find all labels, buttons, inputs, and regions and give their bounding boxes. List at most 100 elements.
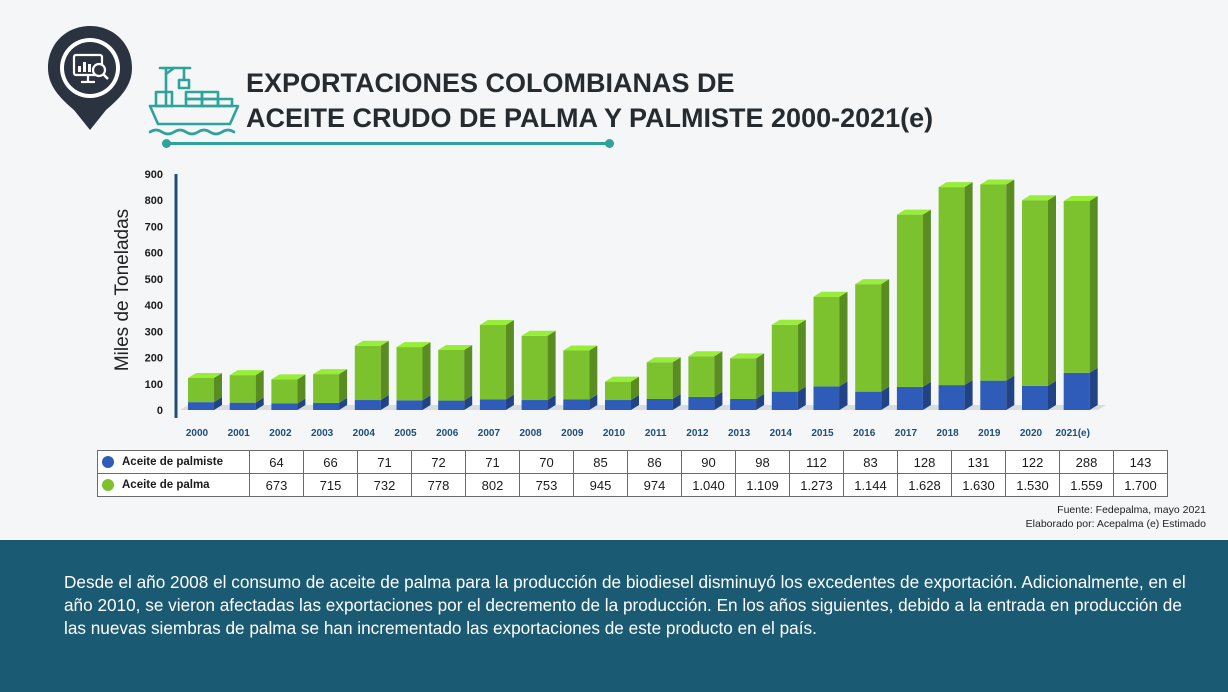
bar-palma-front	[813, 296, 840, 387]
bar-palmiste-side	[297, 398, 306, 410]
bar-palma-top	[688, 351, 723, 357]
bar-palmiste-side	[839, 381, 848, 410]
bar-palma-top	[1063, 196, 1098, 202]
table-cell: 112	[789, 450, 844, 474]
bar-palma-side	[1048, 195, 1056, 386]
bar-palma-side	[1089, 196, 1098, 373]
bar-palma-top	[605, 376, 639, 382]
bar-palma-front	[396, 347, 423, 401]
bar-palma-top	[521, 330, 556, 336]
table-cell: 143	[1113, 450, 1168, 474]
bar-palma-front	[1063, 201, 1090, 373]
y-tick-label: 0	[157, 405, 163, 417]
bar-palma-front	[980, 184, 1007, 381]
table-cell: 72	[411, 450, 466, 474]
bar-palmiste-front	[438, 400, 465, 410]
bar-palma-top	[646, 357, 681, 363]
bar-palmiste-side	[214, 397, 222, 410]
x-tick-label: 2017	[895, 428, 918, 439]
bar-palma-front	[896, 214, 923, 387]
bar-palma-front	[855, 284, 882, 392]
bar-palma-side	[922, 209, 931, 387]
y-tick-label: 800	[145, 195, 163, 207]
bar-palmiste-front	[479, 399, 506, 410]
bar-palmiste-front	[1022, 385, 1048, 410]
x-tick-label: 2018	[936, 428, 959, 439]
bar-palmiste-side	[756, 393, 765, 410]
y-tick-label: 300	[145, 326, 163, 338]
x-tick-label: 2016	[853, 428, 876, 439]
y-tick-label: 100	[145, 379, 163, 391]
bar-palmiste-front	[605, 400, 631, 410]
bar-palma-side	[1006, 179, 1015, 381]
bar-palma-side	[422, 342, 431, 401]
bar-palma-top	[188, 373, 222, 379]
x-tick-label: 2003	[311, 428, 334, 439]
bar-palmiste-front	[855, 391, 882, 410]
bar-palmiste-side	[631, 395, 639, 410]
footer-panel: Desde el año 2008 el consumo de aceite d…	[0, 540, 1228, 692]
x-tick-label: 2004	[353, 428, 376, 439]
bar-palma-top	[980, 179, 1015, 185]
data-table: Aceite de palmiste 64 66 71 72 71 70 85 86 90 98 11…	[97, 450, 1168, 497]
bar-palma-top	[896, 209, 931, 215]
y-axis-label: Miles de Toneladas	[112, 209, 133, 371]
bar-palma-side	[380, 340, 389, 401]
table-cell: 86	[627, 450, 682, 474]
table-cell: 974	[627, 473, 682, 497]
table-row: Aceite de palma 673 715 732 778 802 753 945 974 1…	[97, 473, 1168, 497]
bar-palmiste-front	[396, 400, 423, 410]
table-cell: 64	[249, 450, 304, 474]
y-tick-label: 500	[145, 274, 163, 286]
bar-palma-side	[464, 344, 473, 401]
bar-palmiste-front	[938, 385, 965, 410]
cargo-ship-icon	[148, 66, 240, 136]
bar-palma-side	[714, 351, 723, 397]
table-cell: 70	[519, 450, 574, 474]
bar-palma-front	[354, 345, 381, 401]
bar-palma-top	[313, 369, 348, 375]
table-cell: 802	[465, 473, 520, 497]
bar-palmiste-front	[813, 386, 840, 410]
bar-palma-top	[271, 374, 306, 380]
y-tick-label: 200	[145, 353, 163, 365]
bar-palma-front	[188, 378, 214, 403]
x-tick-label: 2000	[186, 428, 209, 439]
bar-palma-front	[479, 325, 506, 400]
table-cell: 66	[303, 450, 358, 474]
y-tick-label: 400	[145, 300, 163, 312]
x-tick-label: 2005	[394, 428, 417, 439]
bar-palma-top	[479, 320, 514, 326]
bar-palma-side	[797, 319, 806, 392]
bar-palma-front	[605, 381, 631, 401]
bar-palma-side	[631, 376, 639, 401]
y-tick-label: 900	[145, 169, 163, 181]
bar-palma-side	[839, 291, 848, 387]
footer-text: Desde el año 2008 el consumo de aceite d…	[64, 572, 1186, 638]
y-tick-label: 700	[145, 221, 163, 233]
row-label-cell: Aceite de palma	[97, 473, 250, 497]
bar-palmiste-front	[896, 386, 923, 410]
bar-palmiste-front	[229, 402, 256, 410]
bar-palmiste-side	[964, 380, 973, 410]
x-tick-label: 2019	[978, 428, 1001, 439]
bar-palma-side	[255, 370, 264, 403]
source-line-2: Elaborado por: Acepalma (e) Estimado	[1025, 518, 1206, 530]
row-label: Aceite de palmiste	[122, 456, 223, 469]
bar-palma-top	[396, 342, 431, 348]
bar-palmiste-front	[188, 402, 214, 410]
row-label: Aceite de palma	[122, 479, 210, 492]
bar-palmiste-front	[354, 400, 381, 410]
table-cell: 732	[357, 473, 412, 497]
bar-palmiste-side	[672, 393, 681, 410]
table-cell: 131	[951, 450, 1006, 474]
bar-palma-top	[813, 291, 848, 297]
bar-palmiste-side	[1048, 380, 1056, 410]
bar-palmiste-side	[714, 391, 723, 410]
table-cell: 85	[573, 450, 628, 474]
source-line-1: Fuente: Fedepalma, mayo 2021	[1057, 504, 1206, 516]
bar-palmiste-side	[380, 395, 389, 410]
table-cell: 1.700	[1113, 473, 1168, 497]
x-tick-label: 2008	[519, 428, 542, 439]
bar-palmiste-front	[521, 400, 548, 410]
